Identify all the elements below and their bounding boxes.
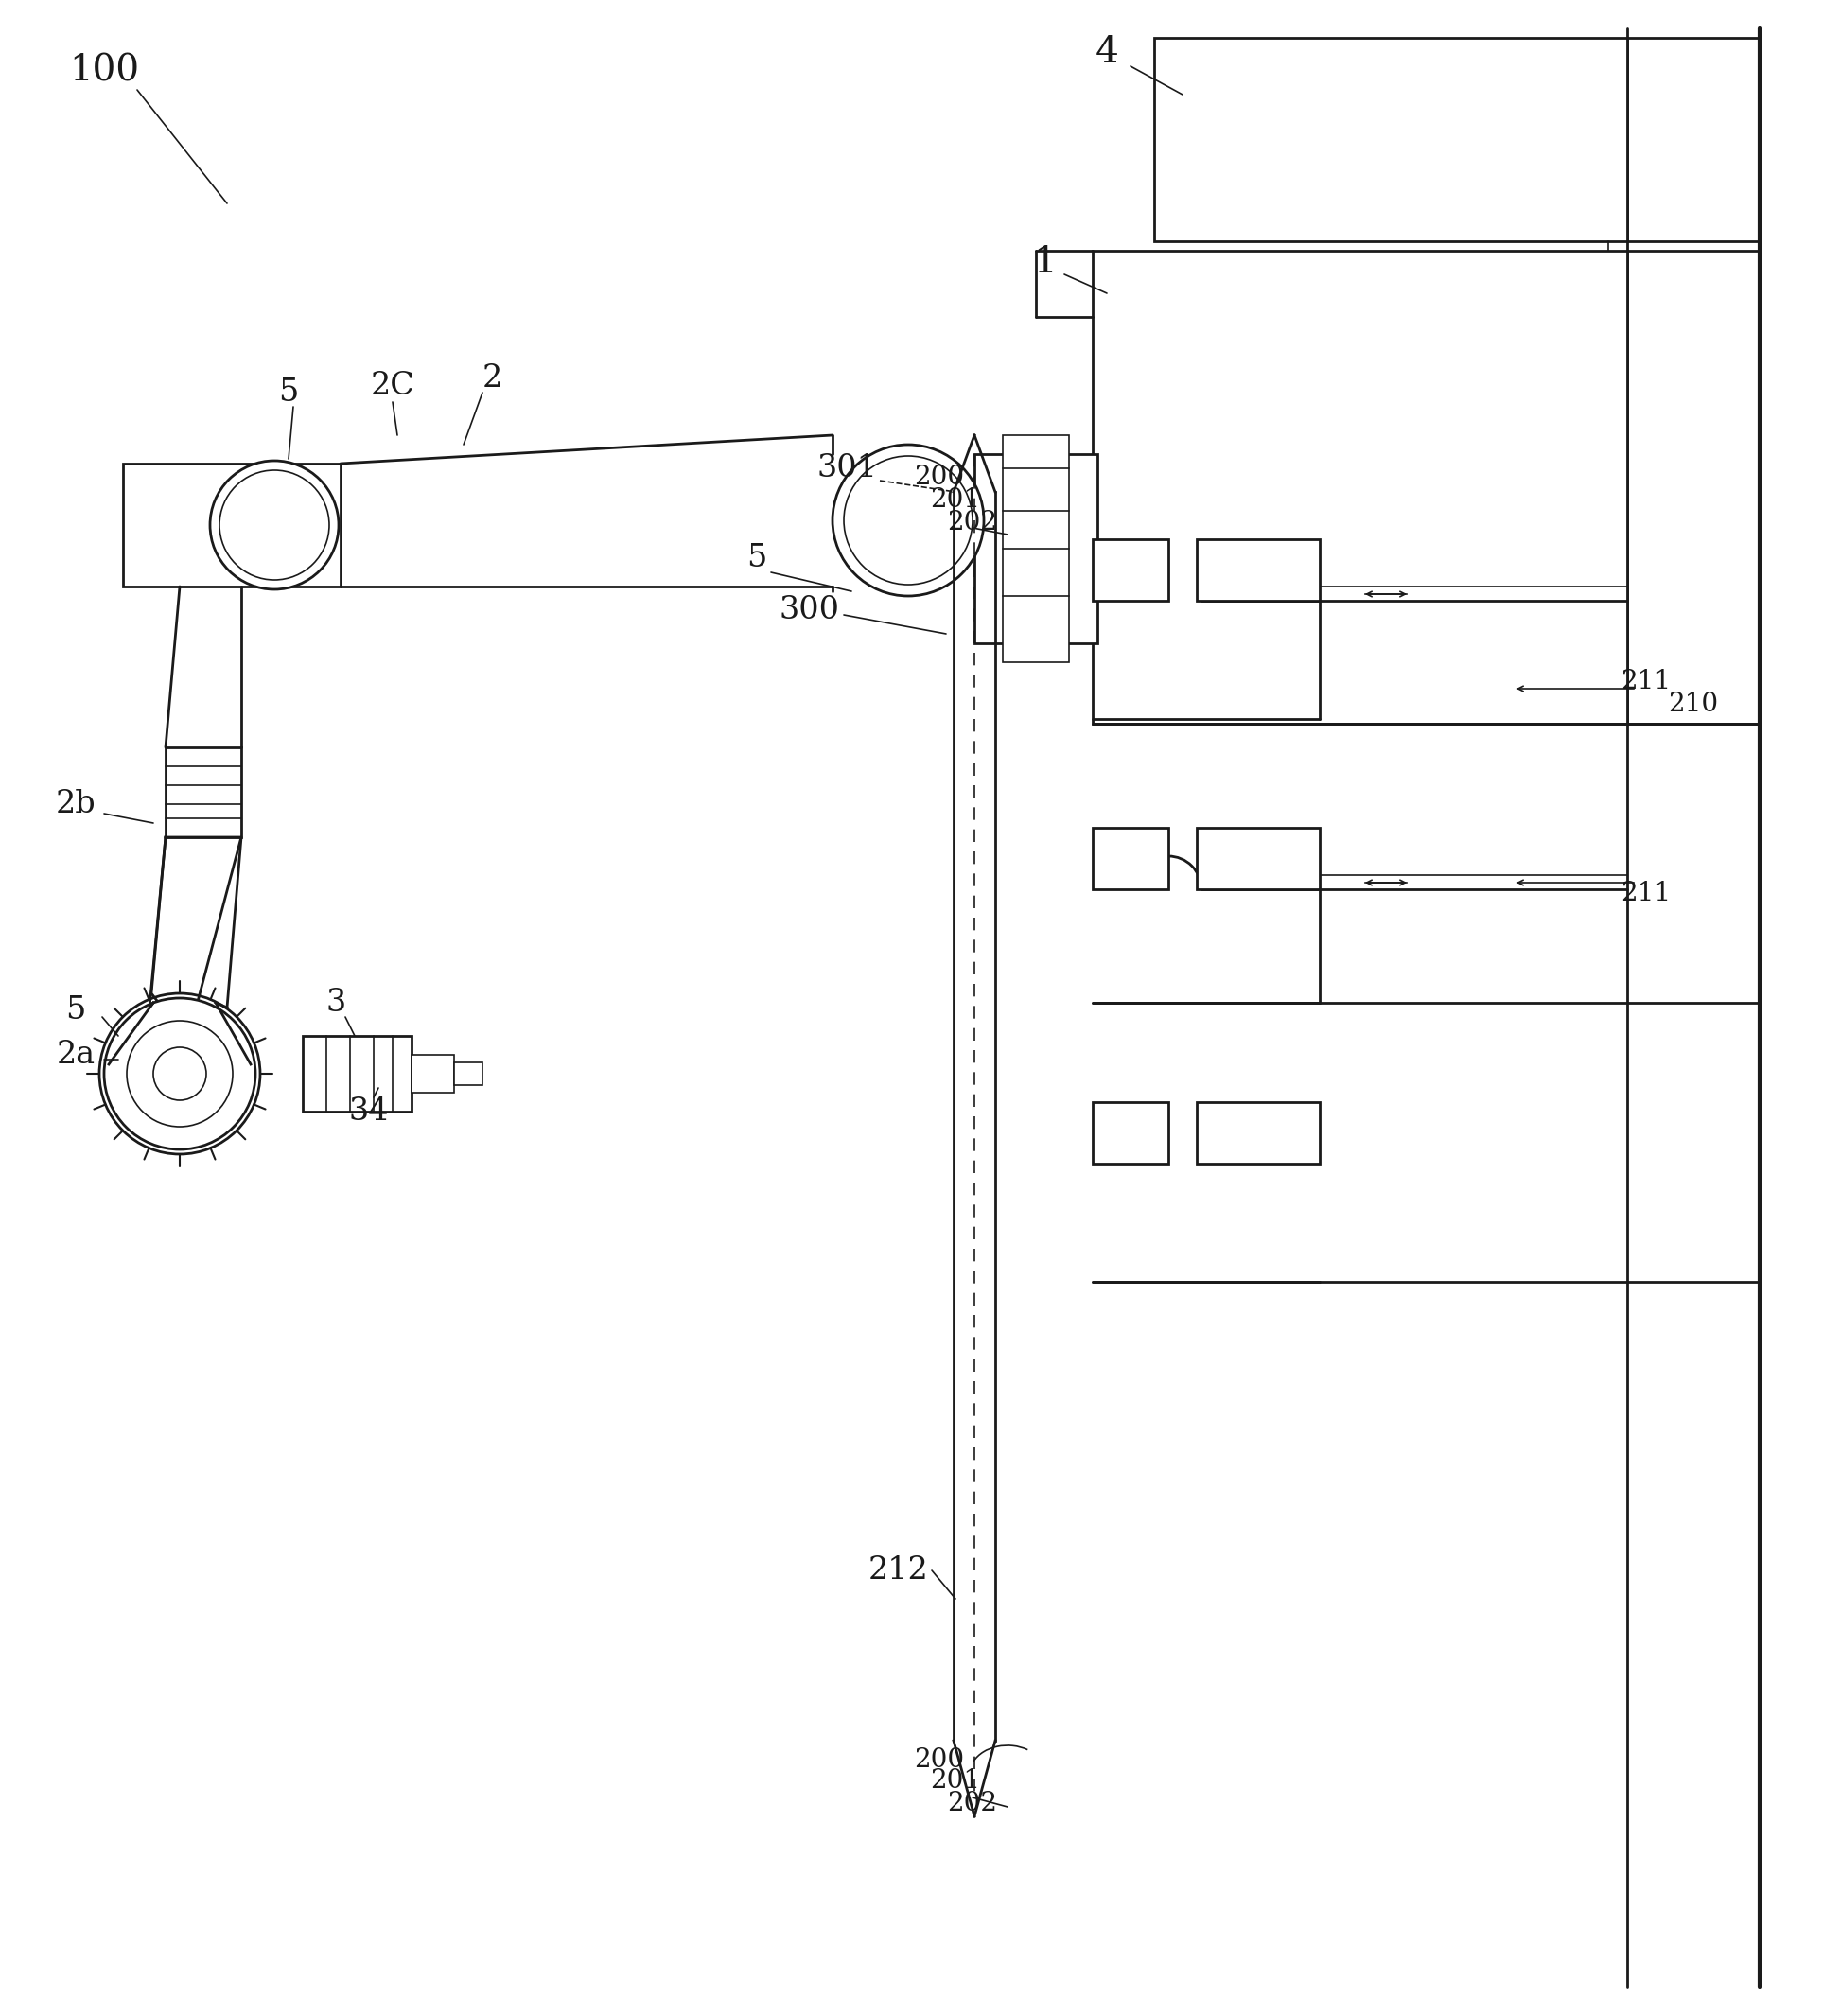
Circle shape bbox=[210, 462, 339, 589]
Text: 201: 201 bbox=[930, 486, 981, 512]
Text: 4: 4 bbox=[1096, 34, 1119, 69]
Bar bbox=[454, 1062, 483, 1085]
Bar bbox=[1196, 829, 1320, 889]
Text: 300: 300 bbox=[778, 595, 839, 625]
Text: 211: 211 bbox=[1621, 669, 1672, 694]
Bar bbox=[122, 464, 341, 587]
Bar bbox=[1092, 538, 1169, 601]
Bar bbox=[412, 1054, 454, 1093]
Text: 212: 212 bbox=[868, 1554, 930, 1585]
Text: 5: 5 bbox=[66, 996, 86, 1026]
Circle shape bbox=[219, 470, 330, 581]
Text: 34: 34 bbox=[348, 1097, 388, 1127]
Text: 301: 301 bbox=[817, 454, 877, 484]
Bar bbox=[1092, 250, 1628, 724]
Circle shape bbox=[104, 998, 255, 1149]
Text: 5: 5 bbox=[747, 542, 767, 573]
Text: 2C: 2C bbox=[370, 371, 414, 401]
Text: 200: 200 bbox=[915, 1746, 964, 1772]
Text: 200: 200 bbox=[915, 466, 964, 490]
Bar bbox=[1196, 1103, 1320, 1163]
Circle shape bbox=[833, 446, 984, 597]
Circle shape bbox=[844, 456, 972, 585]
Circle shape bbox=[153, 1046, 206, 1101]
Text: 201: 201 bbox=[930, 1768, 981, 1794]
Text: 2b: 2b bbox=[55, 788, 97, 818]
Bar bbox=[166, 748, 241, 837]
Text: 1: 1 bbox=[1034, 246, 1057, 280]
Text: 202: 202 bbox=[948, 1790, 997, 1816]
Text: 2a: 2a bbox=[57, 1040, 95, 1070]
Text: 202: 202 bbox=[948, 510, 997, 534]
Text: 3: 3 bbox=[326, 988, 346, 1018]
Bar bbox=[1003, 435, 1068, 661]
Text: 211: 211 bbox=[1621, 881, 1672, 907]
Circle shape bbox=[128, 1020, 233, 1127]
Text: 2: 2 bbox=[481, 363, 501, 393]
Bar bbox=[1196, 538, 1320, 601]
Text: 210: 210 bbox=[1668, 691, 1719, 718]
Bar bbox=[975, 454, 1097, 643]
Bar bbox=[303, 1036, 412, 1111]
Bar bbox=[1154, 38, 1628, 242]
Text: 100: 100 bbox=[69, 54, 139, 89]
Text: 5: 5 bbox=[279, 377, 299, 407]
Bar bbox=[1092, 1103, 1169, 1163]
Bar bbox=[1092, 829, 1169, 889]
